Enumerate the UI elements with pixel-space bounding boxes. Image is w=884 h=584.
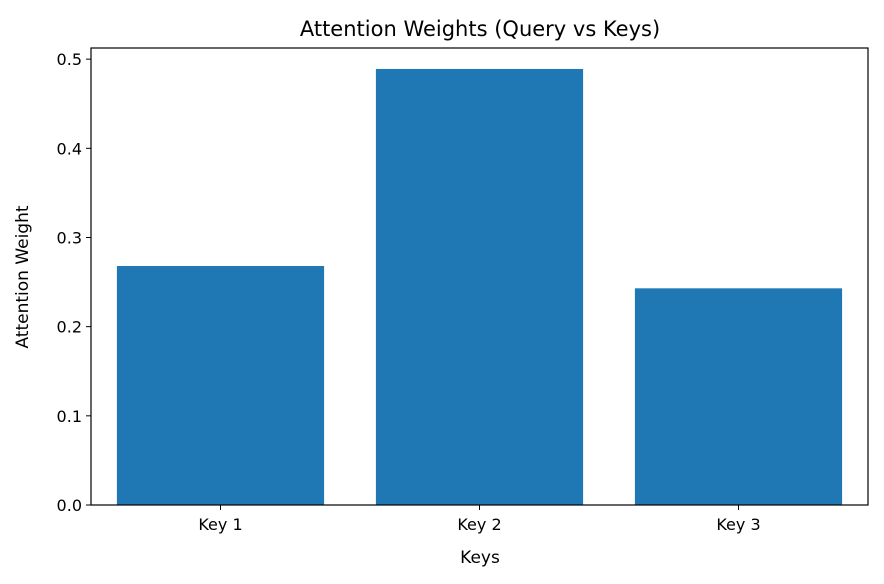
x-tick-label-key-1: Key 1 [198, 515, 242, 534]
bar-key-2 [375, 68, 584, 505]
y-tick-label: 0.0 [57, 496, 82, 515]
x-ticks-group: Key 1 Key 2 Key 3 [198, 505, 761, 534]
bar-key-1 [116, 266, 325, 505]
y-tick-label: 0.1 [57, 407, 82, 426]
y-axis-label: Attention Weight [13, 205, 33, 348]
bar-key-3 [634, 288, 843, 505]
x-axis-label: Keys [460, 548, 500, 568]
y-tick-label: 0.4 [57, 139, 82, 158]
plot-frame [90, 47, 869, 506]
chart-title: Attention Weights (Query vs Keys) [300, 17, 660, 41]
y-tick-label: 0.3 [57, 228, 82, 247]
x-tick-label-key-3: Key 3 [716, 515, 760, 534]
y-ticks-group: 0.0 0.1 0.2 0.3 0.4 0.5 [57, 50, 91, 515]
y-tick-label: 0.2 [57, 318, 82, 337]
bars-group [116, 68, 843, 505]
y-tick-label: 0.5 [57, 50, 82, 69]
x-tick-label-key-2: Key 2 [457, 515, 501, 534]
